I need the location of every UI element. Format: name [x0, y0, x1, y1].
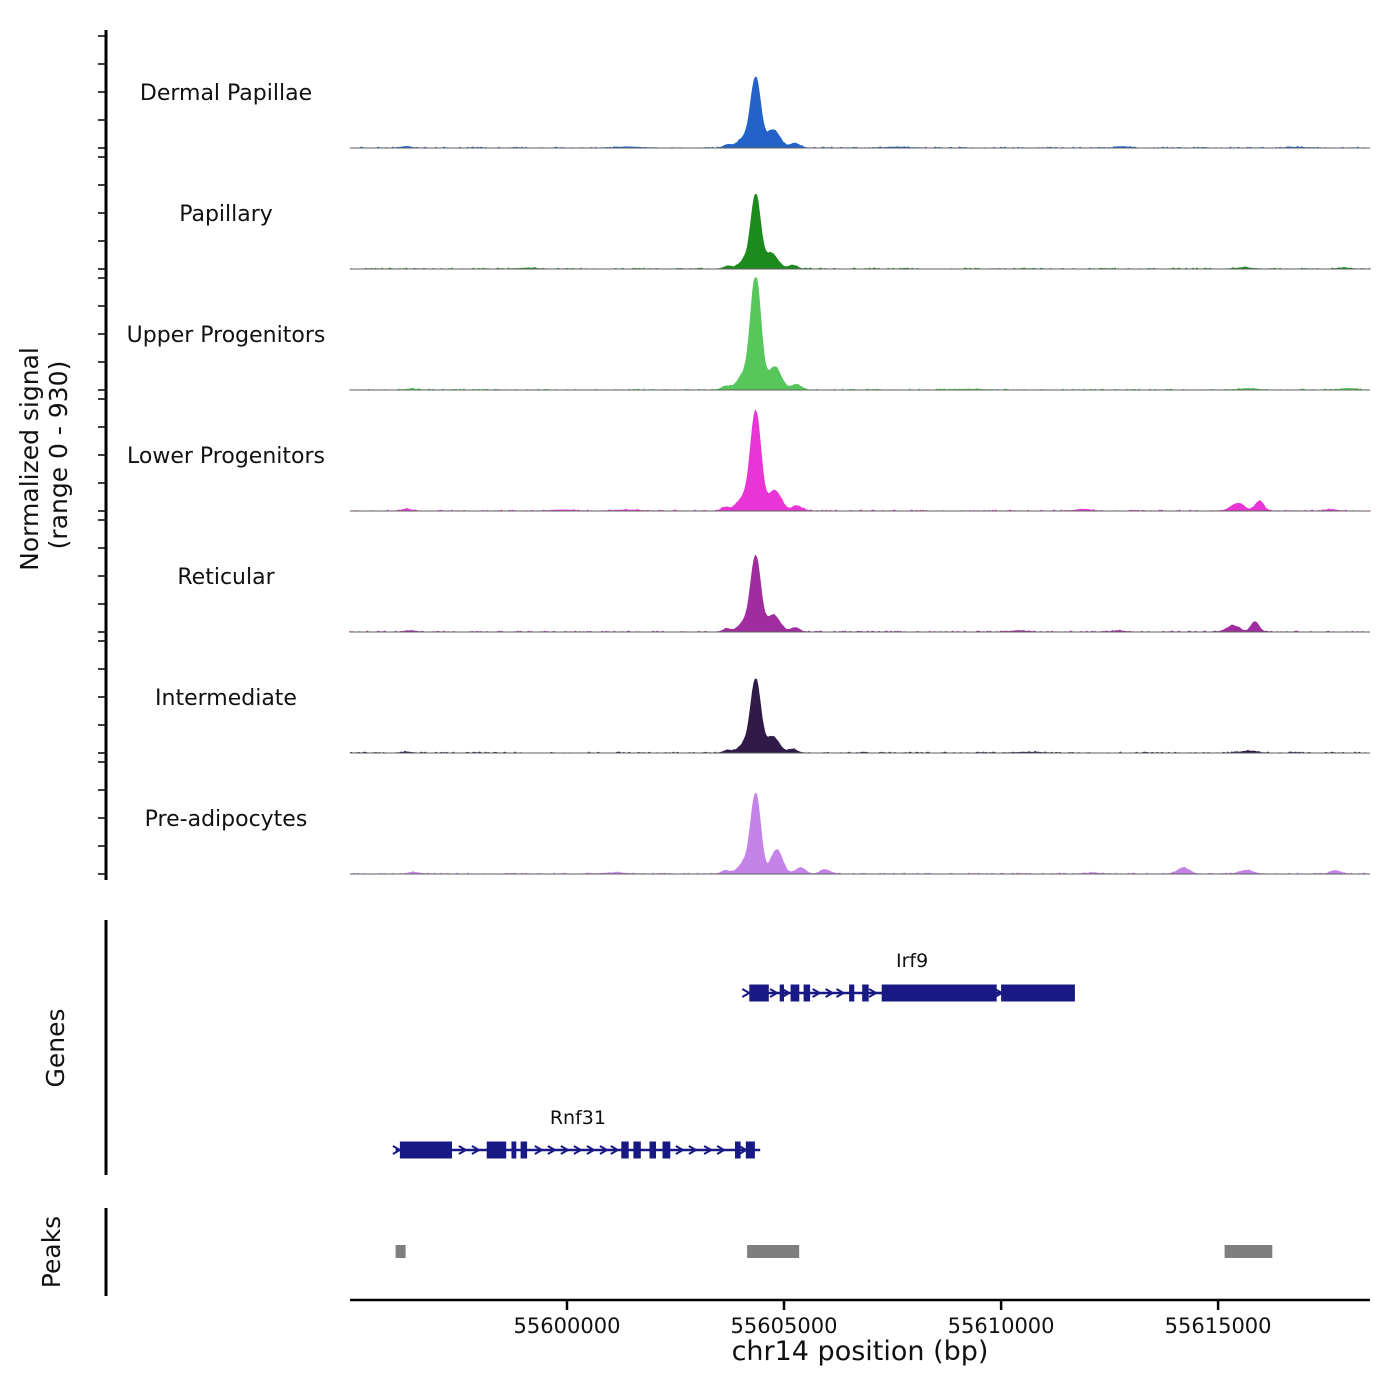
- y-axis-label-line1: Normalized signal: [15, 347, 44, 571]
- exon-rnf31: [649, 1141, 656, 1159]
- peak-region: [747, 1245, 800, 1258]
- x-tick-label: 55600000: [514, 1314, 621, 1338]
- exon-rnf31: [735, 1141, 741, 1159]
- signal-area-lower-progenitors: [350, 409, 1371, 512]
- exon-rnf31: [399, 1141, 452, 1159]
- strand-arrow-icon: [599, 1145, 609, 1155]
- strand-arrow-icon: [812, 988, 822, 998]
- exon-irf9: [779, 984, 784, 1002]
- exon-irf9: [1001, 984, 1075, 1002]
- track-label-papillary: Papillary: [179, 202, 273, 227]
- genes-layer: Irf9 Rnf31: [104, 920, 1075, 1175]
- track-label-upper-progenitors: Upper Progenitors: [127, 323, 326, 348]
- signal-area-upper-progenitors: [349, 277, 1370, 391]
- strand-arrow-icon: [741, 988, 752, 998]
- strand-arrow-icon: [835, 988, 846, 998]
- strand-arrow-icon: [547, 1145, 557, 1155]
- exon-irf9: [749, 984, 769, 1002]
- signal-area-dermal-papillae: [350, 76, 1370, 149]
- exon-irf9: [790, 984, 800, 1002]
- exon-rnf31: [511, 1141, 517, 1159]
- strand-arrow-icon: [769, 988, 780, 998]
- track-label-dermal-papillae: Dermal Papillae: [140, 81, 312, 106]
- strand-arrow-icon: [392, 1145, 402, 1155]
- track-label-pre-adipocytes: Pre-adipocytes: [145, 807, 308, 832]
- x-tick-label: 55605000: [731, 1314, 838, 1338]
- x-tick-label: 55610000: [948, 1314, 1055, 1338]
- signal-area-pre-adipocytes: [350, 792, 1370, 875]
- exon-irf9: [862, 984, 869, 1002]
- peaks-section-label: Peaks: [37, 1216, 66, 1288]
- strand-arrow-icon: [560, 1145, 570, 1155]
- signal-area-intermediate: [349, 678, 1370, 754]
- peak-region: [1224, 1245, 1273, 1258]
- exon-rnf31: [520, 1141, 528, 1159]
- exon-rnf31: [486, 1141, 507, 1159]
- x-tick-label: 55615000: [1165, 1314, 1272, 1338]
- strand-arrow-icon: [471, 1145, 481, 1155]
- strand-arrow-icon: [586, 1145, 596, 1155]
- strand-arrow-icon: [534, 1145, 544, 1155]
- y-axis-label: Normalized signal (range 0 - 930): [15, 339, 73, 571]
- gene-label-irf9: Irf9: [896, 950, 928, 972]
- strand-arrow-icon: [703, 1145, 714, 1155]
- strand-arrow-icon: [675, 1145, 685, 1155]
- strand-arrow-icon: [781, 988, 792, 998]
- strand-arrow-icon: [868, 988, 879, 998]
- y-axis-label-line2: (range 0 - 930): [44, 361, 73, 550]
- track-label-reticular: Reticular: [177, 565, 275, 590]
- track-label-lower-progenitors: Lower Progenitors: [127, 444, 325, 469]
- exon-rnf31: [745, 1141, 755, 1159]
- strand-arrow-icon: [458, 1145, 468, 1155]
- gene-label-rnf31: Rnf31: [550, 1107, 606, 1129]
- peaks-layer: [104, 1208, 1273, 1296]
- strand-arrow-icon: [610, 1145, 620, 1155]
- peak-region: [395, 1245, 406, 1258]
- x-axis-layer: 55600000 55605000 55610000 55615000: [350, 1298, 1370, 1338]
- exon-irf9: [803, 984, 811, 1002]
- exon-irf9: [849, 984, 855, 1002]
- signal-tracks-layer: Dermal Papillae Papillary Upper Progenitor…: [98, 30, 1371, 880]
- signal-area-papillary: [349, 193, 1371, 270]
- x-axis-label: chr14 position (bp): [732, 1336, 989, 1367]
- exon-rnf31: [662, 1141, 671, 1159]
- exon-irf9: [881, 984, 997, 1002]
- exon-rnf31: [621, 1141, 629, 1159]
- signal-area-reticular: [349, 554, 1370, 633]
- strand-arrow-icon: [716, 1145, 727, 1155]
- track-label-intermediate: Intermediate: [155, 686, 297, 711]
- exon-rnf31: [633, 1141, 641, 1159]
- strand-arrow-icon: [825, 988, 835, 998]
- strand-arrow-icon: [573, 1145, 583, 1155]
- genes-section-label: Genes: [41, 1008, 70, 1087]
- strand-arrow-icon: [688, 1145, 698, 1155]
